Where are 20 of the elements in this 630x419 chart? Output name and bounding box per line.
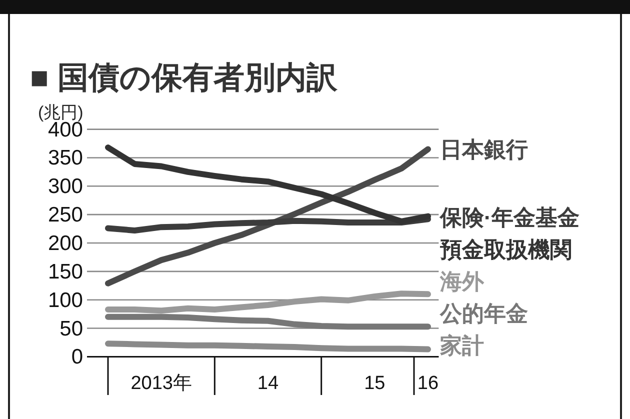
series-label: 日本銀行 — [440, 137, 528, 162]
x-tick-label: 15 — [364, 373, 386, 394]
series-label: 保険·年金基金 — [439, 205, 580, 230]
series-label: 家計 — [439, 333, 484, 358]
y-tick-label: 100 — [48, 288, 83, 312]
y-tick-label: 350 — [48, 146, 83, 170]
y-axis-title: (兆円) — [38, 103, 84, 122]
y-tick-label: 0 — [71, 346, 83, 369]
y-tick-label: 300 — [48, 175, 83, 198]
y-tick-label: 50 — [60, 317, 83, 340]
x-tick-label: 2013年 — [130, 373, 192, 394]
x-tick-label: 16 — [417, 373, 439, 394]
y-tick-label: 200 — [48, 232, 83, 255]
x-tick-label: 14 — [257, 373, 279, 394]
y-tick-label: 250 — [48, 204, 83, 227]
chart-title: ■ 国債の保有者別内訳 — [30, 60, 338, 95]
y-tick-label: 150 — [48, 260, 83, 284]
series-label: 公的年金 — [439, 301, 528, 326]
series-label: 預金取扱機関 — [439, 237, 572, 262]
series-label: 海外 — [439, 269, 485, 294]
